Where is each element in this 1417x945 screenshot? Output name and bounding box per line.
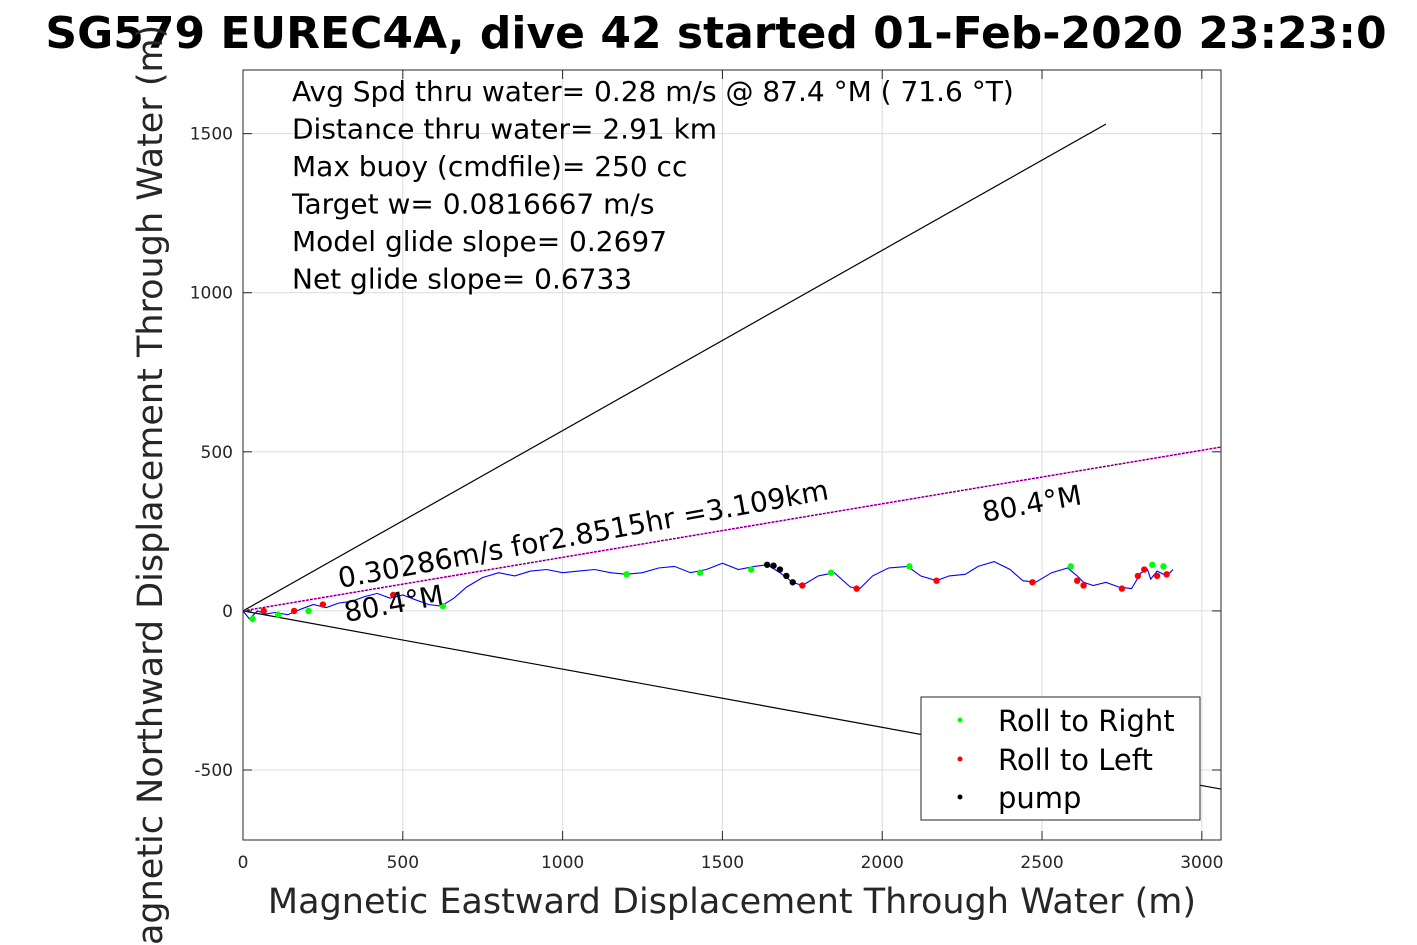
x-tick-label: 2000 bbox=[861, 853, 904, 873]
roll-right-point bbox=[1160, 563, 1167, 570]
y-tick-label: 0 bbox=[222, 602, 233, 622]
pump-point bbox=[776, 566, 784, 573]
roll-left-point bbox=[1118, 585, 1126, 592]
stat-line: Model glide slope= 0.2697 bbox=[292, 225, 667, 258]
x-tick-label: 3000 bbox=[1180, 853, 1223, 873]
roll-left-point bbox=[390, 591, 397, 599]
y-tick-label: -500 bbox=[194, 761, 233, 781]
roll-left-point bbox=[1153, 572, 1161, 580]
legend-box bbox=[920, 696, 1201, 821]
roll-left-point bbox=[290, 607, 298, 615]
current-vector-line-overlay bbox=[242, 446, 1222, 612]
roll-left-point bbox=[799, 582, 806, 589]
pump-point bbox=[789, 579, 796, 586]
stat-line: Target w= 0.0816667 m/s bbox=[291, 188, 654, 221]
x-tick-label: 0 bbox=[238, 853, 249, 873]
y-tick-label: 500 bbox=[201, 443, 233, 463]
grid bbox=[242, 70, 1221, 840]
legend-marker-roll-left bbox=[957, 756, 963, 762]
roll-right-point bbox=[274, 611, 282, 618]
chart-title: SG579 EUREC4A, dive 42 started 01-Feb-20… bbox=[45, 8, 1386, 59]
legend: Roll to Right Roll to Left pump bbox=[920, 696, 1201, 821]
roll-right-point bbox=[623, 571, 630, 578]
roll-right-point bbox=[249, 615, 256, 623]
bound-line bbox=[242, 123, 1107, 612]
track-line bbox=[242, 561, 1174, 620]
legend-label-pump: pump bbox=[998, 781, 1081, 815]
roll-left-point bbox=[1134, 572, 1142, 580]
legend-label-roll-right: Roll to Right bbox=[998, 704, 1175, 738]
roll-left-point bbox=[933, 577, 940, 584]
legend-label-roll-left: Roll to Left bbox=[998, 743, 1153, 777]
stat-line: Distance thru water= 2.91 km bbox=[292, 113, 717, 146]
roll-right-point bbox=[1149, 561, 1156, 568]
roll-right-point bbox=[747, 566, 755, 573]
pump-point bbox=[763, 561, 771, 568]
roll-right-point bbox=[1067, 563, 1074, 570]
roll-right-point bbox=[696, 569, 704, 576]
roll-left-point bbox=[853, 585, 860, 592]
x-tick-label: 1000 bbox=[541, 853, 584, 873]
roll-markers bbox=[249, 561, 1170, 623]
stat-line: Net glide slope= 0.6733 bbox=[292, 263, 632, 296]
roll-right-point bbox=[906, 563, 913, 570]
roll-right-point bbox=[827, 569, 835, 576]
y-axis-label: Magnetic Northward Displacement Through … bbox=[131, 25, 171, 945]
stat-line: Max buoy (cmdfile)= 250 cc bbox=[292, 150, 687, 183]
plot-frame bbox=[242, 69, 1222, 841]
x-tick-label: 1500 bbox=[701, 853, 744, 873]
current-annotation: 0.30286m/s for2.8515hr =3.109km bbox=[335, 473, 831, 594]
legend-marker-roll-right bbox=[957, 717, 963, 723]
legend-marker-pump bbox=[957, 794, 963, 800]
x-axis-label: Magnetic Eastward Displacement Through W… bbox=[268, 882, 1196, 922]
pump-point bbox=[770, 562, 777, 569]
roll-left-point bbox=[1073, 577, 1081, 584]
dive-track bbox=[242, 561, 1174, 620]
x-tick-label: 500 bbox=[387, 853, 419, 873]
heading-label-2: 80.4°M bbox=[979, 478, 1084, 528]
x-tick-label: 2500 bbox=[1020, 853, 1063, 873]
roll-left-point bbox=[260, 607, 267, 615]
roll-left-point bbox=[1141, 566, 1148, 573]
roll-right-point bbox=[305, 607, 312, 615]
roll-left-point bbox=[1163, 571, 1170, 578]
stat-line: Avg Spd thru water= 0.28 m/s @ 87.4 °M (… bbox=[292, 75, 1014, 108]
y-tick-label: 1000 bbox=[190, 284, 233, 304]
roll-left-point bbox=[1080, 582, 1087, 589]
y-tick-label: 1500 bbox=[190, 125, 233, 145]
reference-lines bbox=[242, 123, 1222, 790]
stats-block: Avg Spd thru water= 0.28 m/s @ 87.4 °M (… bbox=[291, 75, 1014, 296]
roll-left-point bbox=[1029, 579, 1036, 586]
roll-left-point bbox=[319, 601, 327, 608]
pump-point bbox=[783, 572, 790, 580]
roll-right-point bbox=[439, 602, 446, 610]
axis-ticks: 0 500 1000 1500 2000 2500 3000 -500 0 500 1000 1500 bbox=[190, 70, 1223, 873]
